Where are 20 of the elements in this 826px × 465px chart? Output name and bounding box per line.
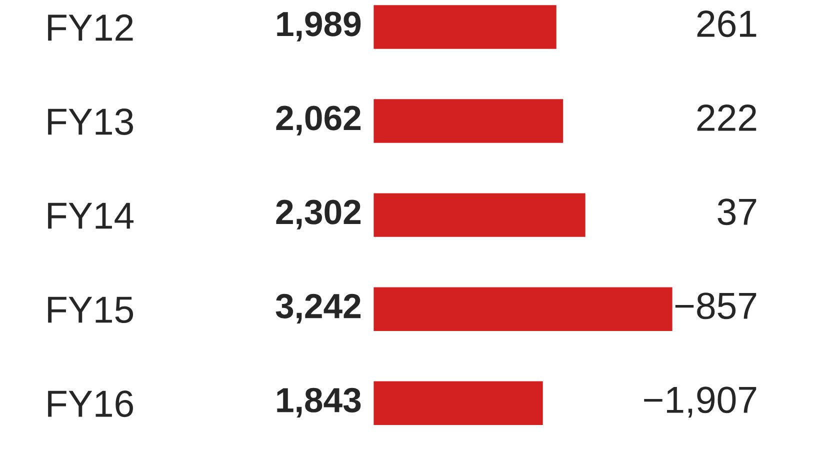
text: 37 [718, 198, 756, 226]
text: 222 [697, 104, 756, 131]
data-label: 2,062 [276, 106, 361, 136]
y-tick-label: FY16 [48, 390, 133, 418]
bar [373, 380, 544, 426]
bar [373, 286, 673, 332]
data-label: 2,302 [276, 200, 361, 230]
y-tick-label: FY13 [48, 108, 133, 135]
bar [373, 98, 565, 144]
data-label: 1,843 [277, 388, 361, 418]
text: 261 [697, 10, 756, 38]
y-tick-label: FY12 [48, 14, 133, 41]
bar [373, 192, 587, 238]
text: −857 [675, 292, 756, 320]
y-tick-label: FY15 [48, 296, 134, 324]
data-label: 3,242 [276, 294, 361, 324]
y-tick-label: FY14 [48, 202, 134, 229]
annotation: −1,907 [644, 386, 756, 418]
bar [373, 4, 558, 50]
data-label: 1,989 [277, 12, 361, 42]
